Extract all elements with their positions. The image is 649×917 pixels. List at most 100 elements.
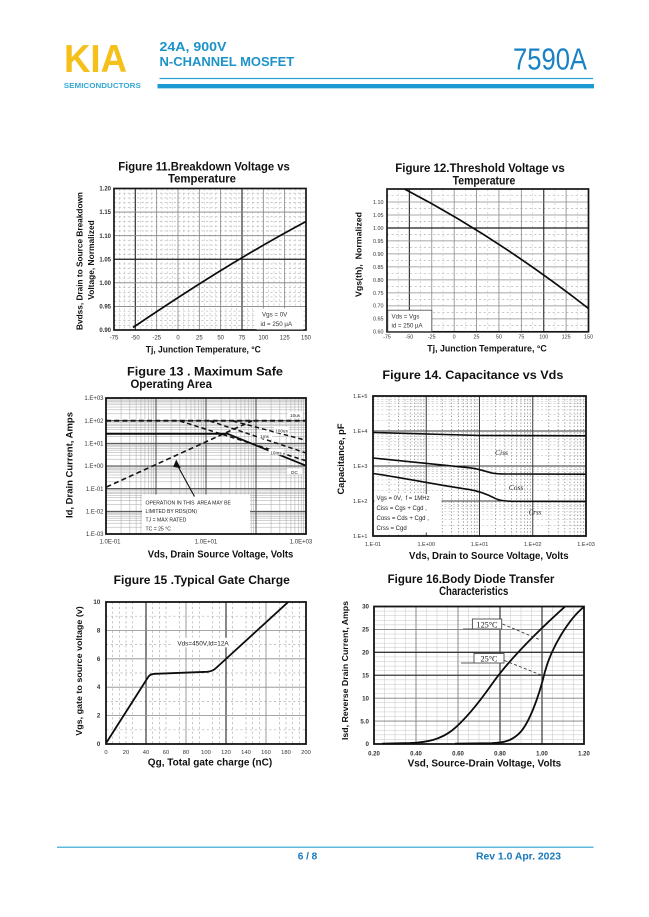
svg-text:10us: 10us xyxy=(290,413,301,418)
svg-text:1.E-01: 1.E-01 xyxy=(365,542,381,548)
svg-text:Operating Area: Operating Area xyxy=(131,377,213,391)
svg-text:60: 60 xyxy=(163,750,169,756)
svg-text:0: 0 xyxy=(453,335,456,341)
svg-text:Figure 15 .Typical Gate Charge: Figure 15 .Typical Gate Charge xyxy=(114,573,290,587)
svg-text:20: 20 xyxy=(362,650,369,657)
svg-text:25: 25 xyxy=(196,336,203,342)
svg-text:20: 20 xyxy=(123,750,129,756)
svg-text:7590A: 7590A xyxy=(513,42,587,77)
svg-text:Figure 16.Body Diode Transfer: Figure 16.Body Diode Transfer xyxy=(388,572,555,586)
svg-text:75: 75 xyxy=(518,335,524,341)
svg-text:DC: DC xyxy=(291,470,298,475)
svg-text:1.E+4: 1.E+4 xyxy=(353,429,368,435)
svg-text:5.0: 5.0 xyxy=(360,718,369,725)
svg-text:0.65: 0.65 xyxy=(373,317,384,323)
svg-text:100: 100 xyxy=(539,335,548,341)
svg-text:0.20: 0.20 xyxy=(368,751,380,757)
svg-text:LIMITED BY RDS(ON): LIMITED BY RDS(ON) xyxy=(146,509,198,515)
svg-text:0.75: 0.75 xyxy=(373,291,384,297)
svg-text:1.00: 1.00 xyxy=(536,751,548,757)
svg-text:Ciss: Ciss xyxy=(495,448,508,457)
svg-text:0.95: 0.95 xyxy=(99,305,111,311)
svg-text:Id, Drain Current, Amps: Id, Drain Current, Amps xyxy=(65,412,75,518)
svg-text:1.E-03: 1.E-03 xyxy=(86,532,104,538)
svg-text:125°C: 125°C xyxy=(476,620,498,629)
svg-text:Tj, Junction Temperature, °C: Tj, Junction Temperature, °C xyxy=(427,344,547,354)
svg-text:50: 50 xyxy=(496,335,502,341)
svg-text:Coss: Coss xyxy=(509,483,524,492)
svg-text:Vgs(th), Normalized: Vgs(th), Normalized xyxy=(354,212,364,297)
svg-text:Vds, Drain to Source Voltage,: Vds, Drain to Source Voltage, Volts xyxy=(409,551,569,562)
svg-text:Temperature: Temperature xyxy=(453,174,516,188)
svg-text:1.E+01: 1.E+01 xyxy=(471,542,489,548)
svg-text:1.E-01: 1.E-01 xyxy=(86,487,104,493)
svg-text:8: 8 xyxy=(97,627,101,634)
svg-text:0.80: 0.80 xyxy=(373,278,384,284)
svg-text:-75: -75 xyxy=(110,336,119,342)
svg-text:80: 80 xyxy=(183,750,189,756)
svg-text:1.E+02: 1.E+02 xyxy=(84,419,104,425)
svg-text:id = 250 µA: id = 250 µA xyxy=(392,323,424,330)
svg-text:1.E-02: 1.E-02 xyxy=(86,510,104,516)
svg-text:180: 180 xyxy=(281,750,291,756)
svg-text:1.00: 1.00 xyxy=(99,281,111,287)
svg-text:Qg, Total gate charge (nC): Qg, Total gate charge (nC) xyxy=(148,758,272,769)
svg-text:Vds=450V,Id=12A: Vds=450V,Id=12A xyxy=(177,640,229,647)
svg-text:1.E+02: 1.E+02 xyxy=(524,542,542,548)
svg-text:1.05: 1.05 xyxy=(99,257,111,263)
svg-text:150: 150 xyxy=(301,336,312,342)
svg-text:Figure 11.Breakdown Voltage vs: Figure 11.Breakdown Voltage vs xyxy=(118,160,290,174)
svg-text:1.E+01: 1.E+01 xyxy=(84,442,104,448)
svg-text:0.80: 0.80 xyxy=(494,751,506,757)
svg-text:1.E+03: 1.E+03 xyxy=(84,396,104,402)
svg-text:1.10: 1.10 xyxy=(373,200,384,206)
svg-text:10: 10 xyxy=(362,695,369,702)
svg-text:Rev 1.0 Apr. 2023: Rev 1.0 Apr. 2023 xyxy=(476,851,562,862)
svg-text:1.20: 1.20 xyxy=(99,187,111,193)
svg-text:1.00: 1.00 xyxy=(373,226,384,232)
svg-text:-25: -25 xyxy=(428,335,436,341)
svg-text:Characteristics: Characteristics xyxy=(439,584,508,598)
svg-text:0: 0 xyxy=(176,336,180,342)
svg-text:Vds = Vgs: Vds = Vgs xyxy=(392,313,420,320)
svg-text:Bvdss, Drain to Source Breakdo: Bvdss, Drain to Source Breakdown xyxy=(76,192,85,330)
svg-text:1.E+03: 1.E+03 xyxy=(577,542,595,548)
svg-text:Coss = Cds + Cgd ,: Coss = Cds + Cgd , xyxy=(377,516,430,522)
svg-text:1.E+1: 1.E+1 xyxy=(353,534,368,540)
svg-text:1.20: 1.20 xyxy=(578,751,590,757)
svg-text:125: 125 xyxy=(562,335,571,341)
svg-text:Vds, Drain Source Voltage, Vol: Vds, Drain Source Voltage, Volts xyxy=(148,550,294,561)
svg-text:1.E+00: 1.E+00 xyxy=(84,464,104,470)
svg-text:40: 40 xyxy=(143,750,149,756)
svg-text:Vgs = 0V: Vgs = 0V xyxy=(262,312,288,319)
svg-text:25°C: 25°C xyxy=(481,654,498,663)
svg-text:160: 160 xyxy=(261,750,271,756)
svg-text:Voltage, Normalized: Voltage, Normalized xyxy=(87,220,96,300)
svg-text:1.E+3: 1.E+3 xyxy=(353,464,368,470)
svg-text:6: 6 xyxy=(97,656,101,663)
svg-text:Vgs, gate to source voltage (v: Vgs, gate to source voltage (v) xyxy=(74,606,84,736)
svg-text:140: 140 xyxy=(241,750,251,756)
svg-text:0.70: 0.70 xyxy=(373,304,384,310)
svg-text:N-CHANNEL MOSFET: N-CHANNEL MOSFET xyxy=(160,54,295,69)
svg-text:10: 10 xyxy=(93,599,100,606)
svg-text:100: 100 xyxy=(258,336,269,342)
svg-text:15: 15 xyxy=(362,672,369,679)
svg-text:0: 0 xyxy=(104,750,107,756)
svg-text:1.0E+03: 1.0E+03 xyxy=(290,540,313,546)
svg-text:25: 25 xyxy=(362,627,369,634)
svg-text:Figure 12.Threshold Voltage vs: Figure 12.Threshold Voltage vs xyxy=(395,161,565,175)
svg-text:6 / 8: 6 / 8 xyxy=(298,851,318,862)
svg-text:0.90: 0.90 xyxy=(373,252,384,258)
svg-text:id = 250 µA: id = 250 µA xyxy=(261,321,293,328)
svg-text:Figure 14. Capacitance vs Vds: Figure 14. Capacitance vs Vds xyxy=(382,368,563,382)
svg-text:1.E+5: 1.E+5 xyxy=(353,394,368,400)
svg-text:Vgs = 0V, f = 1MHz: Vgs = 0V, f = 1MHz xyxy=(377,496,430,502)
svg-text:2: 2 xyxy=(97,713,101,720)
svg-text:Tj, Junction Temperature, °C: Tj, Junction Temperature, °C xyxy=(146,344,261,354)
svg-text:10ms: 10ms xyxy=(270,451,282,456)
svg-text:1.0E-01: 1.0E-01 xyxy=(99,540,121,546)
svg-text:25: 25 xyxy=(474,335,480,341)
svg-text:KIA: KIA xyxy=(64,38,127,81)
svg-text:0.60: 0.60 xyxy=(452,751,464,757)
